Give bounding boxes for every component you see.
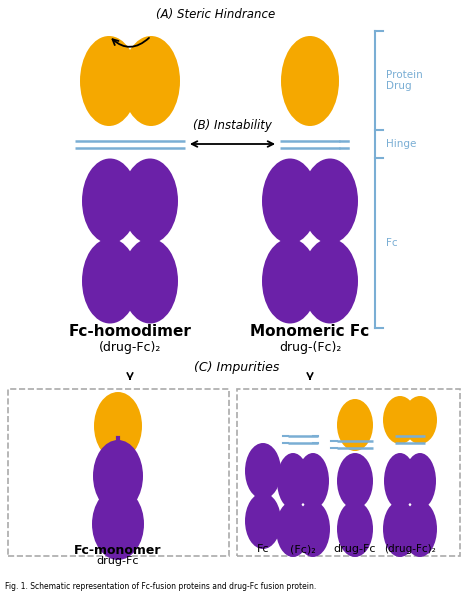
Text: Monomeric Fc: Monomeric Fc — [250, 324, 370, 339]
Ellipse shape — [383, 396, 417, 444]
Ellipse shape — [281, 36, 339, 126]
Text: (B) Instability: (B) Instability — [193, 119, 272, 132]
Ellipse shape — [122, 36, 180, 126]
Text: (C) Impurities: (C) Impurities — [194, 362, 280, 375]
Text: drug-(Fc)₂: drug-(Fc)₂ — [279, 341, 341, 354]
Text: drug-Fc: drug-Fc — [334, 544, 376, 554]
Text: drug-Fc: drug-Fc — [97, 556, 139, 566]
Ellipse shape — [94, 392, 142, 460]
Ellipse shape — [262, 238, 318, 323]
Ellipse shape — [122, 158, 178, 244]
Ellipse shape — [245, 493, 281, 549]
Text: (A) Steric Hindrance: (A) Steric Hindrance — [156, 8, 275, 21]
Ellipse shape — [122, 238, 178, 323]
Ellipse shape — [277, 453, 309, 509]
Text: Hinge: Hinge — [386, 139, 416, 149]
Ellipse shape — [82, 158, 138, 244]
Ellipse shape — [262, 158, 318, 244]
Bar — [8, 389, 229, 556]
Text: (drug-Fc)₂: (drug-Fc)₂ — [99, 341, 161, 354]
Text: Fc-homodimer: Fc-homodimer — [69, 324, 191, 339]
Ellipse shape — [80, 36, 138, 126]
Ellipse shape — [302, 158, 358, 244]
Ellipse shape — [276, 501, 310, 557]
Ellipse shape — [302, 238, 358, 323]
Ellipse shape — [383, 501, 417, 557]
Ellipse shape — [403, 501, 437, 557]
Ellipse shape — [245, 443, 281, 499]
Ellipse shape — [384, 453, 416, 509]
Text: (Fc)₂: (Fc)₂ — [290, 544, 316, 554]
Text: (drug-Fc)₂: (drug-Fc)₂ — [384, 544, 436, 554]
Text: Fc-monomer: Fc-monomer — [74, 544, 162, 557]
Ellipse shape — [296, 501, 330, 557]
Text: Fc: Fc — [386, 238, 398, 248]
Text: Fig. 1. Schematic representation of Fc-fusion proteins and drug-Fc fusion protei: Fig. 1. Schematic representation of Fc-f… — [5, 582, 316, 591]
Bar — [237, 389, 460, 556]
Ellipse shape — [337, 399, 373, 451]
Text: Protein
Drug: Protein Drug — [386, 70, 423, 91]
Ellipse shape — [297, 453, 329, 509]
Ellipse shape — [403, 396, 437, 444]
Ellipse shape — [337, 453, 373, 509]
Ellipse shape — [92, 488, 144, 560]
Ellipse shape — [404, 453, 436, 509]
Ellipse shape — [82, 238, 138, 323]
Ellipse shape — [93, 440, 143, 512]
Ellipse shape — [337, 501, 373, 557]
Text: Fc: Fc — [257, 544, 269, 554]
